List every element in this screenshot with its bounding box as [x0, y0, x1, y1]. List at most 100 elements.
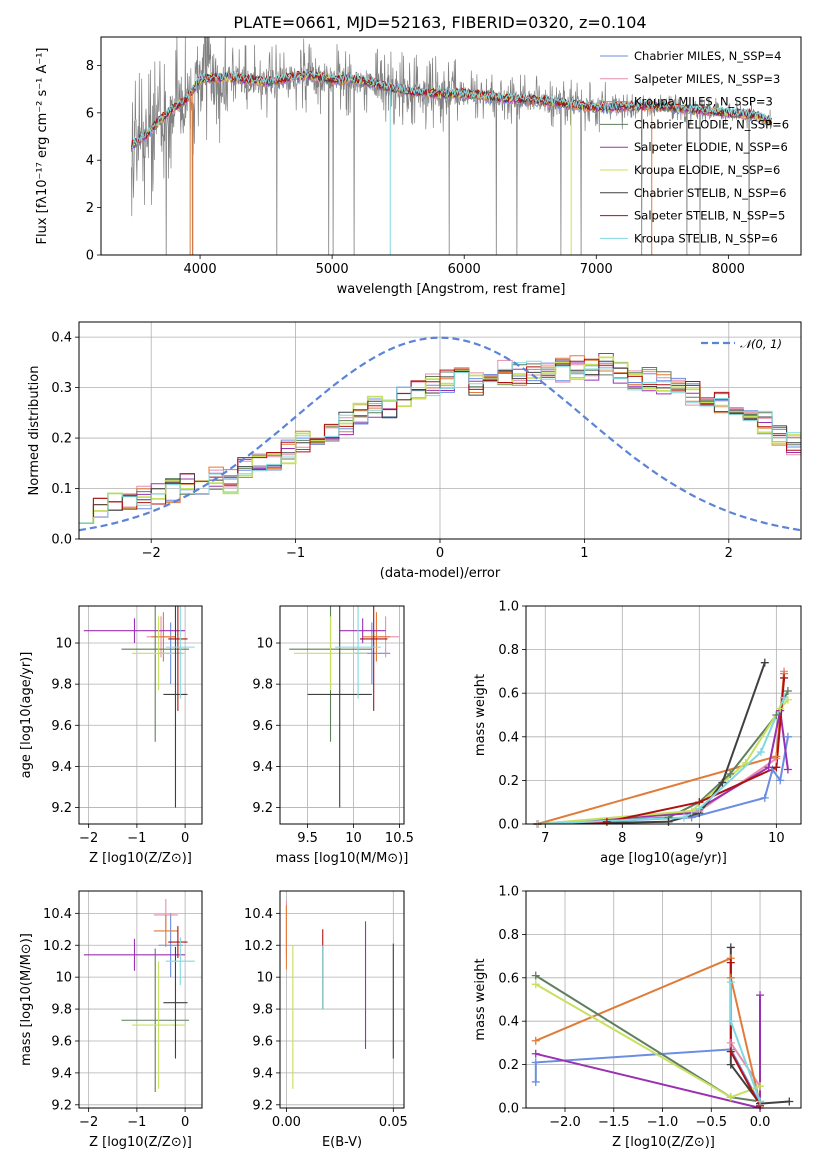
weight-line-kroupa_miles [537, 673, 786, 824]
legend-entry: Kroupa STELIB, N_SSP=6 [634, 231, 778, 245]
weight-line-salpeter_miles [537, 671, 786, 824]
x-axis-label: Z [log10(Z/Z⊙)] [89, 1135, 192, 1150]
x-tick-label: −1.0 [647, 1115, 679, 1130]
weight-marker-chabrier_miles [531, 1077, 540, 1086]
spectrum-panel: 4000 5000 6000 7000 8000 0 2 4 6 8 wavelength [Ang… [35, 36, 802, 297]
plot-area [537, 662, 789, 824]
y-tick-label: 10 [55, 971, 72, 986]
y-tick-label: 1.0 [498, 885, 519, 900]
weight-marker-kroupa_stelib [756, 1097, 765, 1106]
axes-frame [100, 36, 802, 256]
y-axis-label: mass [log10(M/M⊙)] [19, 933, 34, 1066]
y-tick-label: 10.4 [43, 907, 72, 922]
weight-line-chabrier_elodie [537, 690, 789, 824]
spectrum-legend: Chabrier MILES, N_SSP=4 Salpeter MILES, N… [600, 49, 789, 245]
model-spectrum-salpeter_elodie [130, 69, 773, 151]
weight-marker-kroupa_stelib [726, 1017, 735, 1026]
x-tick-label: 0 [436, 546, 444, 561]
legend-entry: Salpeter MILES, N_SSP=3 [634, 72, 780, 86]
y-tick-label: 9.2 [252, 801, 273, 816]
weight-marker-salpeter_stelib [772, 763, 781, 772]
weight-marker-kroupa_stelib [780, 693, 789, 702]
x-tick-label: −2 [79, 831, 98, 846]
y-tick-label: 9.4 [252, 1066, 273, 1081]
y-tick-label: 0.6 [498, 687, 519, 702]
x-axis-label: (data-model)/error [380, 566, 501, 581]
x-tick-label: −2 [142, 546, 161, 561]
legend-entry: Salpeter ELODIE, N_SSP=6 [634, 140, 788, 154]
legend-entry: Kroupa MILES, N_SSP=3 [634, 95, 773, 109]
y-axis-label: mass weight [473, 958, 488, 1040]
weight-marker-salpeter_elodie [764, 763, 773, 772]
y-axis-label: age [log10(age/yr)] [19, 652, 34, 779]
x-axis-label: Z [log10(Z/Z⊙)] [612, 1135, 715, 1150]
plot-area [534, 947, 790, 1108]
y-tick-label: 10.4 [244, 907, 273, 922]
weight-marker-salpeter_miles [726, 1038, 735, 1047]
y-axis-label: Flux [fλ10⁻¹⁷ erg cm⁻² s⁻¹ A⁻¹] [35, 48, 50, 245]
weight-marker-salpeter_elodie [531, 1049, 540, 1058]
weight-marker-kroupa_stelib [679, 813, 688, 822]
x-tick-label: 5000 [316, 262, 349, 277]
y-tick-label: 0.0 [498, 1102, 519, 1117]
weight-marker-salpeter_stelib [726, 1047, 735, 1056]
weight-marker-chabrier_stelib [726, 1060, 735, 1069]
x-tick-label: 7 [541, 831, 549, 846]
x-tick-label: 0.05 [379, 1115, 408, 1130]
x-tick-label: 4000 [184, 262, 217, 277]
x-tick-label: 8 [618, 831, 626, 846]
weight-marker-kroupa_miles [531, 1036, 540, 1045]
y-axis-label: mass weight [473, 674, 488, 756]
weight-marker-chabrier_stelib [760, 658, 769, 667]
x-tick-label: −1 [127, 1115, 146, 1130]
weight-marker-chabrier_miles [531, 1058, 540, 1067]
y-tick-label: 0.2 [498, 774, 519, 789]
y-tick-label: 0.4 [498, 730, 519, 745]
y-tick-label: 9.4 [51, 760, 72, 775]
y-tick-label: 1.0 [498, 600, 519, 615]
x-tick-label: 9 [695, 831, 703, 846]
y-tick-label: 9.2 [51, 1098, 72, 1113]
residuals-panel: −2 −1 0 1 2 0.0 0.1 0.2 0.3 0.4 (data-model)/error… [27, 321, 802, 581]
x-axis-label: wavelength [Angstrom, rest frame] [337, 282, 566, 297]
y-tick-label: 9.6 [51, 1034, 72, 1049]
x-tick-label: 0 [181, 831, 189, 846]
figure-title: PLATE=0661, MJD=52163, FIBERID=0320, z=0… [233, 13, 646, 32]
histogram-kroupa_stelib [79, 360, 801, 524]
weight-marker-salpeter_elodie [783, 765, 792, 774]
y-tick-label: 2 [86, 201, 94, 216]
weight-marker-kroupa_elodie [531, 980, 540, 989]
weight-marker-chabrier_elodie [531, 971, 540, 980]
mass-vs-age-panel: 9.5 10 10.5 9.2 9.4 9.6 9.8 10 mass [log10(M/M⊙)… [252, 605, 414, 866]
y-tick-label: 0.6 [498, 971, 519, 986]
legend-entry: Kroupa ELODIE, N_SSP=6 [634, 163, 780, 177]
y-tick-label: 10.2 [244, 939, 273, 954]
weight-marker-chabrier_stelib [726, 943, 735, 952]
y-axis-label: Normed distribution [27, 366, 42, 496]
x-tick-label: 10 [768, 831, 785, 846]
x-tick-label: −2.0 [549, 1115, 581, 1130]
y-tick-label: 0.1 [51, 482, 72, 497]
axes-frame [78, 321, 802, 540]
weight-line-chabrier_miles [534, 1048, 761, 1105]
age-weights-panel: 7 8 9 10 0.0 0.2 0.4 0.6 0.8 1.0 age [log10(age/yr… [473, 600, 802, 866]
weight-marker-kroupa_stelib [695, 804, 704, 813]
legend-entry: Chabrier ELODIE, N_SSP=6 [634, 117, 789, 131]
z-weights-panel: −2.0 −1.5 −1.0 −0.5 0.0 0.0 0.2 0.4 0.6 0.8 1.0 Z [… [473, 885, 802, 1150]
axes-frame [279, 890, 405, 1109]
y-tick-label: 9.2 [252, 1098, 273, 1113]
gaussian-legend-label: 𝒩(0, 1) [740, 337, 782, 351]
y-tick-label: 8 [86, 59, 94, 74]
axes-frame [525, 605, 802, 825]
model-spectrum-kroupa_miles [130, 71, 773, 152]
weight-marker-chabrier_stelib [785, 1097, 794, 1106]
x-tick-label: 0.0 [750, 1115, 771, 1130]
x-tick-label: −0.5 [695, 1115, 727, 1130]
z-vs-mass-panel: −2 −1 0 9.2 9.4 9.6 9.8 10 10.2 10.4 Z [log10(Z/Z⊙… [19, 890, 203, 1150]
weight-marker-chabrier_miles [783, 732, 792, 741]
weight-line-chabrier_elodie [535, 974, 761, 1103]
plot-area [130, 37, 773, 255]
y-tick-label: 9.2 [51, 801, 72, 816]
weight-marker-kroupa_elodie [741, 758, 750, 767]
